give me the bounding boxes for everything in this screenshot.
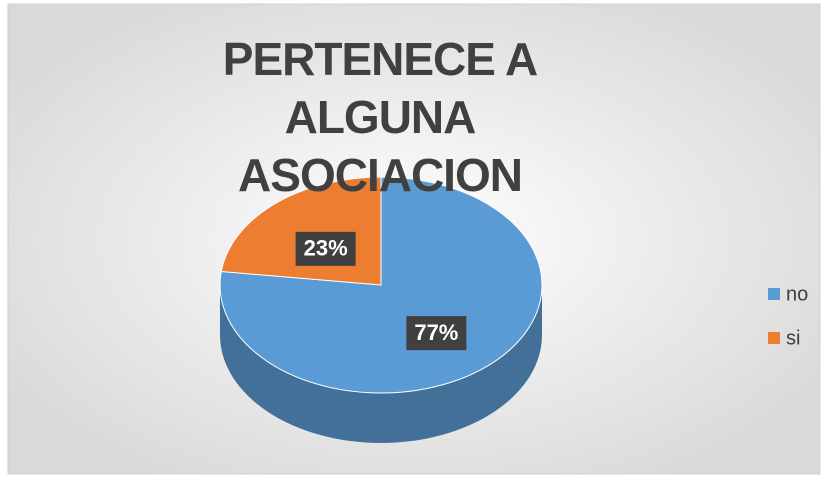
data-label-text: 23% [304,236,348,261]
data-label: 77% [406,316,467,351]
data-label: 23% [295,231,356,266]
legend-label: no [786,283,808,305]
legend-label: si [786,327,800,349]
chart-title: PERTENECE A ALGUNA ASOCIACION [222,33,538,201]
pie-side [220,285,542,443]
legend-swatch [768,332,780,344]
data-label-box [295,231,356,266]
data-label-box [406,316,467,351]
legend-swatch [768,288,780,300]
data-label-text: 77% [414,320,458,345]
